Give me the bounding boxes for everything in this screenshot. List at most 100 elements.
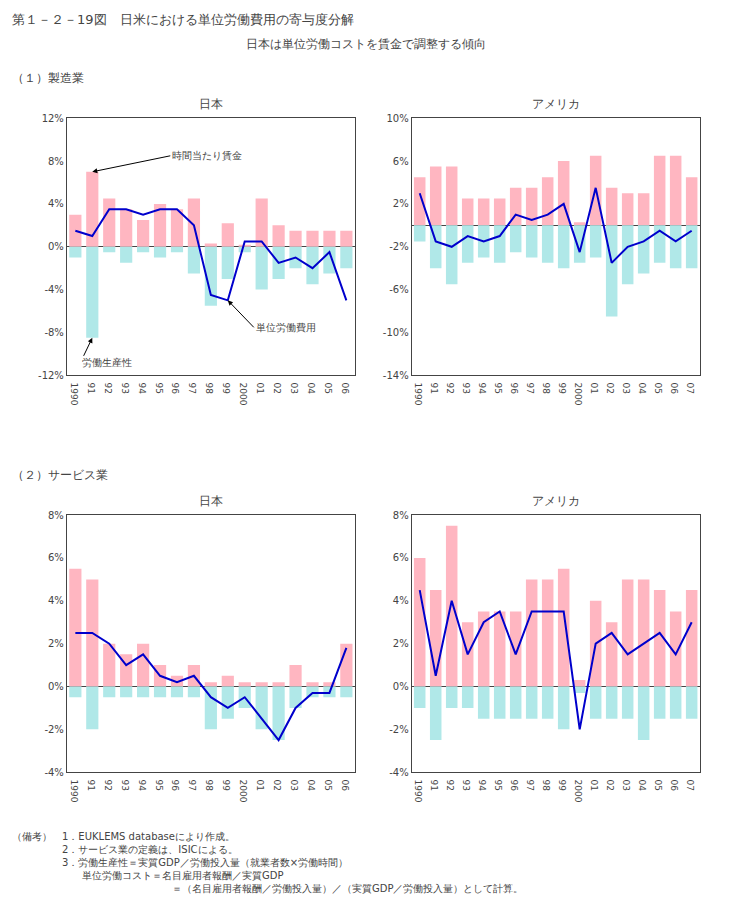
svg-text:-4%: -4% <box>44 284 63 295</box>
svg-text:04: 04 <box>306 779 316 791</box>
svg-text:96: 96 <box>170 779 180 791</box>
svg-text:03: 03 <box>621 383 631 394</box>
svg-text:92: 92 <box>445 779 455 790</box>
svg-text:93: 93 <box>120 383 130 394</box>
svg-text:0%: 0% <box>393 681 409 692</box>
svg-text:-12%: -12% <box>38 370 64 381</box>
svg-text:96: 96 <box>509 383 519 395</box>
svg-text:01: 01 <box>255 383 265 394</box>
svg-text:-10%: -10% <box>383 327 409 338</box>
svg-text:10%: 10% <box>386 113 408 124</box>
svg-text:98: 98 <box>204 779 214 791</box>
svg-text:01: 01 <box>589 383 599 394</box>
svg-text:2%: 2% <box>48 638 64 649</box>
svg-text:日本は単位労働コストを賃金で調整する傾向: 日本は単位労働コストを賃金で調整する傾向 <box>246 37 486 51</box>
svg-text:97: 97 <box>525 779 535 790</box>
svg-text:94: 94 <box>477 383 487 395</box>
svg-text:94: 94 <box>137 383 147 395</box>
svg-text:2000: 2000 <box>573 779 583 802</box>
svg-text:97: 97 <box>525 383 535 394</box>
svg-text:06: 06 <box>669 383 679 395</box>
svg-text:日本: 日本 <box>199 494 223 508</box>
svg-text:-2%: -2% <box>389 241 408 252</box>
svg-text:94: 94 <box>477 779 487 791</box>
svg-text:02: 02 <box>272 383 282 394</box>
svg-text:（２）サービス業: （２）サービス業 <box>12 468 108 482</box>
svg-text:4%: 4% <box>393 595 409 606</box>
svg-text:04: 04 <box>637 383 647 395</box>
svg-text:04: 04 <box>306 383 316 395</box>
svg-text:12%: 12% <box>42 113 64 124</box>
svg-text:-8%: -8% <box>44 327 63 338</box>
svg-text:99: 99 <box>557 383 567 395</box>
svg-text:96: 96 <box>509 779 519 791</box>
svg-text:97: 97 <box>187 383 197 394</box>
svg-text:93: 93 <box>461 383 471 394</box>
svg-text:06: 06 <box>340 779 350 791</box>
svg-text:98: 98 <box>541 383 551 395</box>
svg-text:8%: 8% <box>393 510 409 521</box>
svg-text:95: 95 <box>154 779 164 790</box>
svg-text:6%: 6% <box>393 552 409 563</box>
svg-text:99: 99 <box>557 779 567 791</box>
svg-text:96: 96 <box>170 383 180 395</box>
svg-text:99: 99 <box>221 383 231 395</box>
svg-text:93: 93 <box>120 779 130 790</box>
svg-text:労働生産性: 労働生産性 <box>82 357 132 368</box>
svg-text:単位労働費用: 単位労働費用 <box>256 322 316 333</box>
svg-text:01: 01 <box>255 779 265 790</box>
svg-text:8%: 8% <box>48 156 64 167</box>
svg-text:-2%: -2% <box>44 724 63 735</box>
svg-text:03: 03 <box>621 779 631 790</box>
svg-text:8%: 8% <box>48 510 64 521</box>
svg-text:03: 03 <box>289 779 299 790</box>
svg-text:95: 95 <box>493 383 503 394</box>
svg-text:05: 05 <box>323 779 333 790</box>
svg-text:日本: 日本 <box>199 97 223 111</box>
svg-text:-4%: -4% <box>44 767 63 778</box>
svg-text:05: 05 <box>323 383 333 394</box>
svg-text:時間当たり賃金: 時間当たり賃金 <box>172 150 242 161</box>
svg-text:02: 02 <box>272 779 282 790</box>
svg-text:95: 95 <box>493 779 503 790</box>
svg-text:03: 03 <box>289 383 299 394</box>
svg-text:92: 92 <box>445 383 455 394</box>
svg-text:6%: 6% <box>48 552 64 563</box>
svg-text:92: 92 <box>103 383 113 394</box>
svg-text:2000: 2000 <box>238 779 248 802</box>
svg-text:アメリカ: アメリカ <box>532 97 580 111</box>
svg-text:-2%: -2% <box>389 724 408 735</box>
svg-text:0%: 0% <box>48 681 64 692</box>
svg-text:93: 93 <box>461 779 471 790</box>
svg-text:2%: 2% <box>393 198 409 209</box>
svg-text:05: 05 <box>653 383 663 394</box>
svg-text:06: 06 <box>669 779 679 791</box>
svg-text:99: 99 <box>221 779 231 791</box>
svg-text:05: 05 <box>653 779 663 790</box>
svg-text:1990: 1990 <box>69 383 79 406</box>
svg-text:07: 07 <box>685 383 695 394</box>
svg-text:2000: 2000 <box>238 383 248 406</box>
svg-text:6%: 6% <box>393 156 409 167</box>
svg-text:07: 07 <box>685 779 695 790</box>
svg-text:95: 95 <box>154 383 164 394</box>
svg-text:91: 91 <box>429 779 439 790</box>
svg-text:02: 02 <box>605 779 615 790</box>
svg-text:01: 01 <box>589 779 599 790</box>
svg-text:4%: 4% <box>48 595 64 606</box>
svg-text:1990: 1990 <box>413 779 423 802</box>
svg-text:1990: 1990 <box>69 779 79 802</box>
svg-text:アメリカ: アメリカ <box>532 494 580 508</box>
svg-text:91: 91 <box>86 779 96 790</box>
svg-text:2%: 2% <box>393 638 409 649</box>
svg-text:第１－２－19図 日米における単位労働費用の寄与度分解: 第１－２－19図 日米における単位労働費用の寄与度分解 <box>12 12 354 27</box>
svg-text:4%: 4% <box>48 198 64 209</box>
svg-text:98: 98 <box>204 383 214 395</box>
svg-text:0%: 0% <box>48 241 64 252</box>
svg-text:94: 94 <box>137 779 147 791</box>
svg-text:98: 98 <box>541 779 551 791</box>
svg-text:1990: 1990 <box>413 383 423 406</box>
svg-text:91: 91 <box>86 383 96 394</box>
svg-text:（備考） 1．EUKLEMS databaseにより作成。: （備考） 1．EUKLEMS databaseにより作成。 2．サービス業の定義… <box>12 831 523 894</box>
svg-text:92: 92 <box>103 779 113 790</box>
